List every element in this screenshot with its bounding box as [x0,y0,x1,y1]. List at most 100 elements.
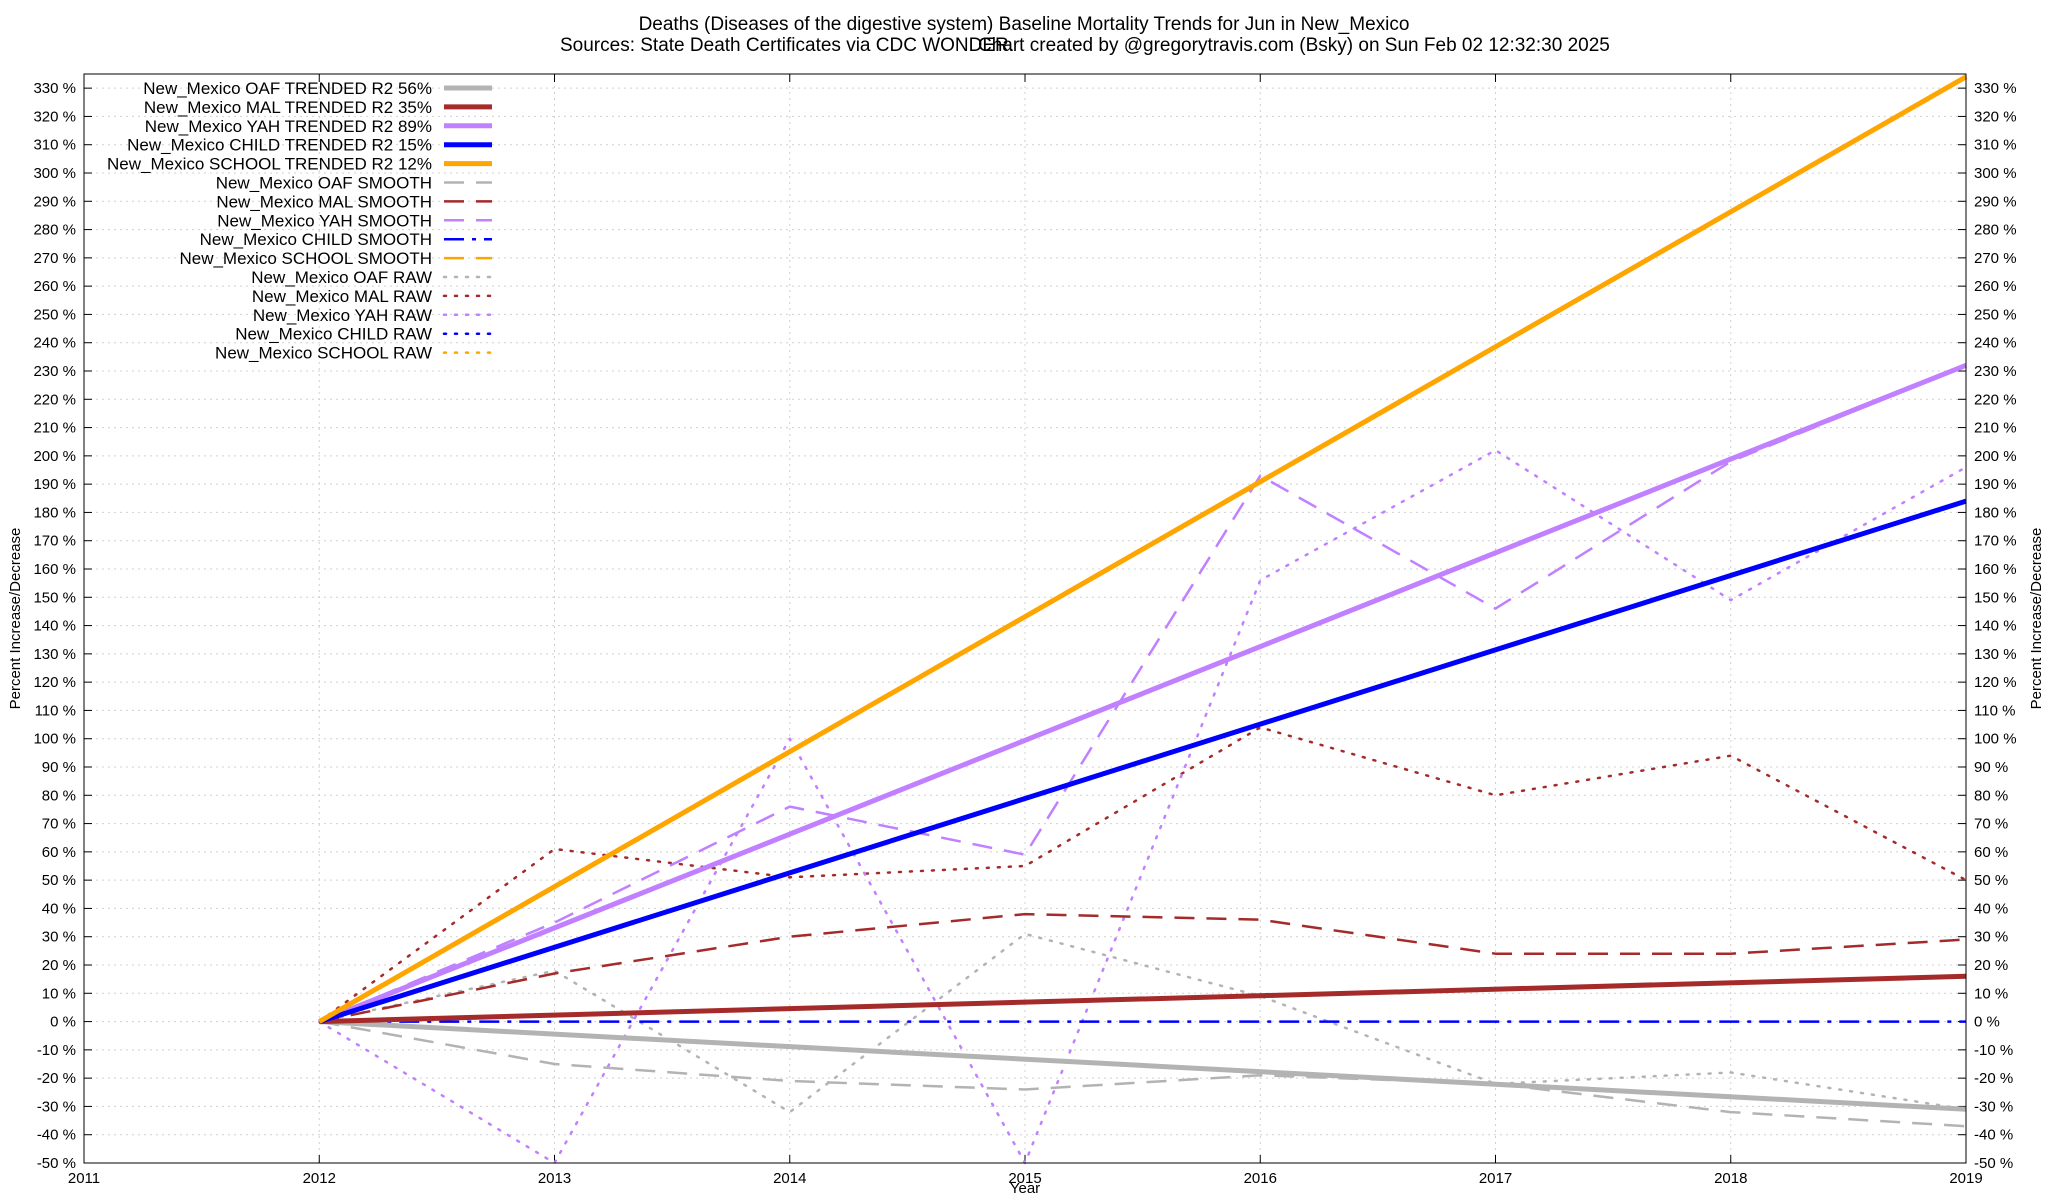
x-tick-label: 2016 [1244,1170,1277,1187]
x-tick-label: 2011 [68,1170,100,1187]
y2-tick-label: 310 % [1974,137,2017,154]
y-tick-label: 10 % [42,985,76,1002]
y-tick-label: 30 % [42,929,76,946]
y2-tick-label: 130 % [1974,646,2017,663]
y-tick-label: 180 % [33,504,76,521]
y-tick-label: 40 % [42,900,76,917]
y2-tick-label: 60 % [1974,844,2008,861]
chart-credit: Chart created by @gregorytravis.com (Bsk… [978,35,1610,56]
x-tick-label: 2014 [773,1170,806,1187]
y-tick-label: 290 % [33,193,76,210]
y2-tick-label: 50 % [1974,872,2008,889]
legend-label: New_Mexico OAF SMOOTH [216,174,432,193]
series-line-new-mexico-school-trended-r2-12 [318,74,1968,1024]
y-tick-label: 20 % [42,957,76,974]
legend-label: New_Mexico OAF RAW [251,268,432,287]
y-tick-label: 190 % [33,476,76,493]
y2-tick-label: 330 % [1974,80,2017,97]
y2-tick-label: 110 % [1974,702,2015,719]
y-tick-label: -10 % [37,1042,76,1059]
series-line-new-mexico-oaf-raw [318,932,1968,1114]
y-tick-label: 280 % [33,222,76,239]
legend-label: New_Mexico CHILD RAW [235,325,432,344]
series-line-new-mexico-yah-raw [318,448,1968,1165]
y-tick-label: 50 % [42,872,76,889]
legend: New_Mexico OAF TRENDED R2 56%New_Mexico … [107,79,494,363]
y2-tick-label: 180 % [1974,504,2017,521]
y2-tick-label: 0 % [1974,1014,2000,1031]
chart-sources: Sources: State Death Certificates via CD… [560,35,1015,56]
legend-label: New_Mexico MAL RAW [252,287,432,306]
y-tick-label: -40 % [37,1127,76,1144]
series-line-new-mexico-child-trended-r2-15 [318,498,1967,1024]
legend-label: New_Mexico CHILD SMOOTH [200,230,432,249]
legend-label: New_Mexico OAF TRENDED R2 56% [143,79,432,98]
y2-tick-label: 200 % [1974,448,2017,465]
y2-tick-label: 80 % [1974,787,2008,804]
y-tick-label: -50 % [37,1155,76,1172]
y2-tick-label: 190 % [1974,476,2017,493]
y-tick-label: 70 % [42,816,76,833]
y2-tick-label: 150 % [1974,589,2017,606]
y2-tick-label: 230 % [1974,363,2017,380]
legend-label: New_Mexico MAL SMOOTH [216,192,432,211]
y2-tick-label: 140 % [1974,618,2017,635]
y-tick-label: 110 % [35,702,76,719]
y2-tick-label: 300 % [1974,165,2017,182]
y-tick-label: 210 % [33,420,76,437]
y2-tick-label: -40 % [1974,1127,2013,1144]
chart-title: Deaths (Diseases of the digestive system… [638,14,1410,35]
grid-lines [84,74,1966,1164]
y-tick-label: 0 % [50,1014,76,1031]
y-tick-label: 320 % [33,108,76,125]
y-tick-label: 220 % [33,391,76,408]
y-tick-label: 100 % [33,731,76,748]
legend-label: New_Mexico CHILD TRENDED R2 15% [127,136,432,155]
y-tick-label: 90 % [42,759,76,776]
y2-tick-label: 90 % [1974,759,2008,776]
y2-tick-label: -30 % [1974,1098,2013,1115]
y2-tick-label: 70 % [1974,816,2008,833]
y2-tick-label: 260 % [1974,278,2017,295]
legend-label: New_Mexico SCHOOL RAW [215,344,432,363]
y-tick-label: 230 % [33,363,76,380]
y-tick-label: 200 % [33,448,76,465]
legend-label: New_Mexico YAH RAW [253,306,432,325]
legend-label: New_Mexico SCHOOL TRENDED R2 12% [107,155,432,174]
x-tick-label: 2017 [1479,1170,1512,1187]
series-line-new-mexico-oaf-smooth [319,1020,1967,1128]
y2-tick-label: 40 % [1974,900,2008,917]
legend-label: New_Mexico SCHOOL SMOOTH [179,249,432,268]
legend-label: New_Mexico MAL TRENDED R2 35% [144,98,432,117]
y-tick-label: 240 % [33,335,76,352]
series-line-new-mexico-yah-smooth [318,364,1967,1023]
y-tick-label: 120 % [33,674,76,691]
y-tick-label: 310 % [33,137,76,154]
y2-tick-label: -20 % [1974,1070,2013,1087]
y-tick-label: 170 % [33,533,76,550]
y2-tick-label: -50 % [1974,1155,2013,1172]
y2-axis-label: Percent Increase/Decrease [2028,528,2045,710]
x-tick-label: 2015 [1008,1170,1041,1187]
y2-tick-label: 100 % [1974,731,2017,748]
series-line-new-mexico-yah-trended-r2-89 [318,362,1967,1024]
y-tick-label: 80 % [42,787,76,804]
y2-tick-label: 30 % [1974,929,2008,946]
y-tick-label: 130 % [33,646,76,663]
series-line-new-mexico-oaf-trended-r2-56 [319,1019,1967,1112]
x-tick-label: 2013 [538,1170,571,1187]
y-tick-label: 160 % [33,561,76,578]
y2-tick-label: -10 % [1974,1042,2013,1059]
y2-tick-label: 10 % [1974,985,2008,1002]
y-tick-label: -20 % [37,1070,76,1087]
y-tick-label: 140 % [33,618,76,635]
y-tick-label: 260 % [33,278,76,295]
y2-tick-label: 270 % [1974,250,2017,267]
x-tick-label: 2012 [303,1170,336,1187]
y2-tick-label: 170 % [1974,533,2017,550]
y-tick-label: 250 % [33,306,76,323]
series-line-new-mexico-mal-smooth [319,912,1967,1023]
y-tick-label: 60 % [42,844,76,861]
y2-tick-label: 250 % [1974,306,2017,323]
series-line-new-mexico-mal-raw [318,726,1968,1023]
